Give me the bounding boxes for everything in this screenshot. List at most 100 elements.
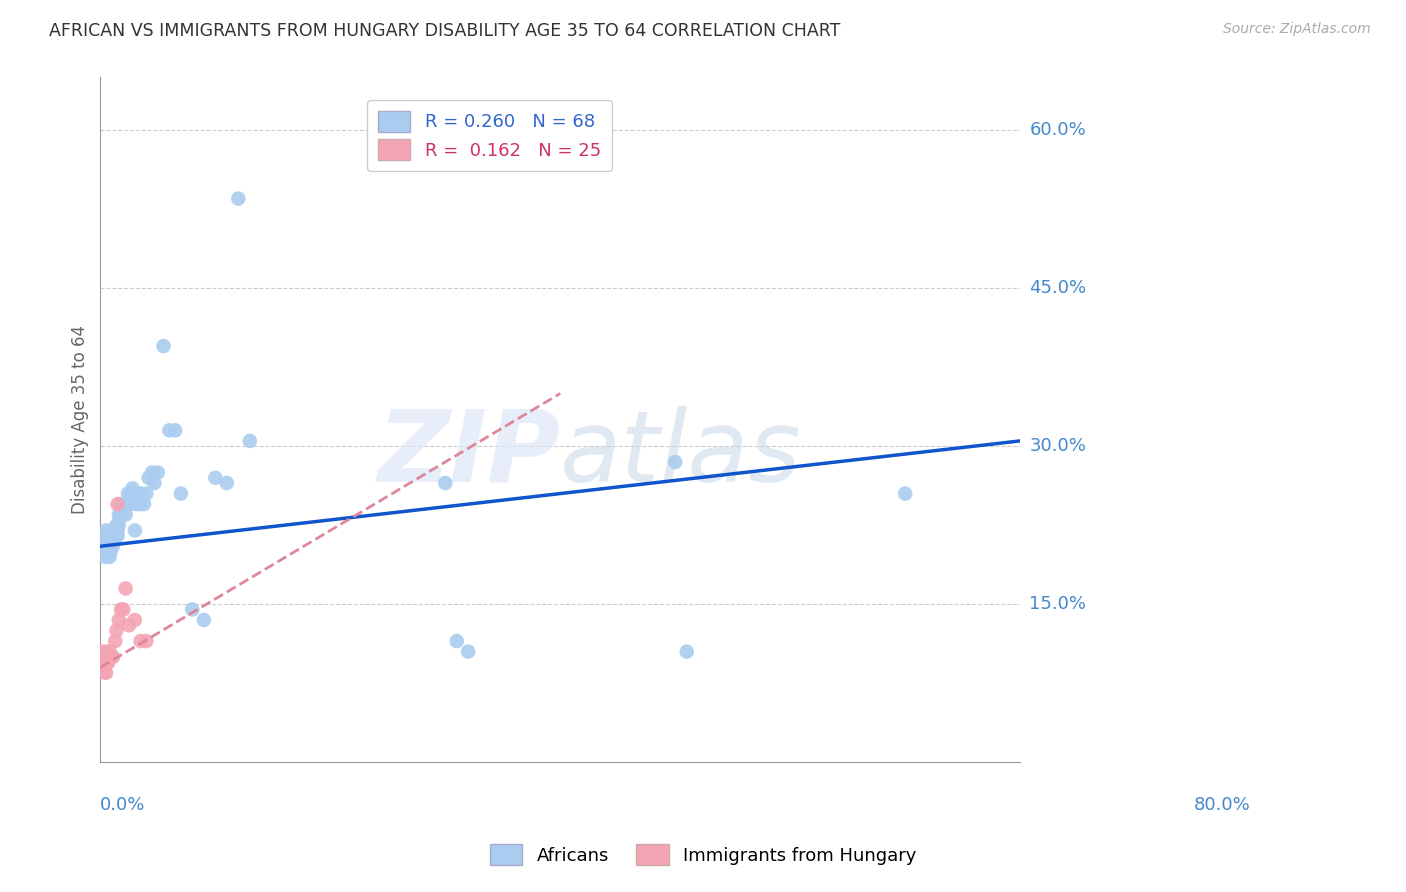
Text: 30.0%: 30.0% <box>1029 437 1087 455</box>
Point <box>107 524 129 538</box>
Point <box>96 529 118 543</box>
Point <box>94 665 117 680</box>
Point <box>101 529 124 543</box>
Point <box>446 634 468 648</box>
Point <box>114 582 136 596</box>
Point <box>112 497 135 511</box>
Point <box>91 644 114 658</box>
Point <box>103 533 125 548</box>
Point <box>104 634 127 648</box>
Legend: R = 0.260   N = 68, R =  0.162   N = 25: R = 0.260 N = 68, R = 0.162 N = 25 <box>367 100 612 170</box>
Point <box>101 524 124 538</box>
Point <box>664 455 686 469</box>
Point <box>105 529 128 543</box>
Point <box>894 486 917 500</box>
Point <box>457 644 479 658</box>
Point <box>128 497 150 511</box>
Point <box>101 533 124 548</box>
Point <box>111 508 134 522</box>
Point <box>105 624 128 638</box>
Point <box>101 539 124 553</box>
Point <box>114 508 136 522</box>
Point <box>97 655 120 669</box>
Point <box>97 533 120 548</box>
Point <box>135 634 157 648</box>
Point <box>228 192 250 206</box>
Point <box>97 544 120 558</box>
Point <box>108 497 131 511</box>
Point <box>93 539 115 553</box>
Point <box>96 539 118 553</box>
Text: 60.0%: 60.0% <box>1029 121 1085 139</box>
Point <box>129 486 152 500</box>
Point <box>94 665 117 680</box>
Point <box>157 423 180 437</box>
Point <box>94 549 117 564</box>
Point <box>100 529 122 543</box>
Point <box>94 649 117 664</box>
Point <box>146 466 169 480</box>
Point <box>107 529 129 543</box>
Point <box>215 476 238 491</box>
Point <box>115 497 138 511</box>
Point <box>101 649 124 664</box>
Point <box>135 486 157 500</box>
Point <box>93 655 115 669</box>
Point <box>98 533 121 548</box>
Point <box>94 524 117 538</box>
Point <box>127 491 149 506</box>
Text: 45.0%: 45.0% <box>1029 279 1087 297</box>
Point <box>181 602 204 616</box>
Point <box>94 655 117 669</box>
Point <box>141 466 163 480</box>
Point <box>98 644 121 658</box>
Text: 80.0%: 80.0% <box>1194 797 1250 814</box>
Point <box>96 655 118 669</box>
Point <box>120 497 142 511</box>
Point <box>103 524 125 538</box>
Point <box>100 649 122 664</box>
Point <box>104 524 127 538</box>
Point <box>112 602 135 616</box>
Point <box>239 434 262 448</box>
Point <box>110 508 132 522</box>
Point <box>120 491 142 506</box>
Point <box>152 339 174 353</box>
Point <box>98 549 121 564</box>
Point <box>132 497 155 511</box>
Point <box>101 649 124 664</box>
Point <box>107 508 129 522</box>
Point <box>129 634 152 648</box>
Point <box>118 618 141 632</box>
Text: 15.0%: 15.0% <box>1029 595 1087 613</box>
Point <box>107 497 129 511</box>
Point <box>94 533 117 548</box>
Point <box>105 518 128 533</box>
Point <box>107 613 129 627</box>
Point <box>131 491 153 506</box>
Point <box>124 613 146 627</box>
Point <box>118 491 141 506</box>
Point <box>434 476 457 491</box>
Point <box>124 524 146 538</box>
Point <box>204 471 226 485</box>
Y-axis label: Disability Age 35 to 64: Disability Age 35 to 64 <box>72 326 89 515</box>
Point <box>138 471 160 485</box>
Text: Source: ZipAtlas.com: Source: ZipAtlas.com <box>1223 22 1371 37</box>
Point <box>121 481 143 495</box>
Point <box>96 644 118 658</box>
Point <box>675 644 697 658</box>
Point <box>165 423 187 437</box>
Text: ZIP: ZIP <box>377 406 560 502</box>
Point <box>125 497 148 511</box>
Point <box>117 486 139 500</box>
Point <box>127 486 149 500</box>
Point <box>107 518 129 533</box>
Legend: Africans, Immigrants from Hungary: Africans, Immigrants from Hungary <box>482 837 924 872</box>
Point <box>143 476 166 491</box>
Point <box>114 502 136 516</box>
Text: 0.0%: 0.0% <box>100 797 146 814</box>
Point <box>122 486 145 500</box>
Point <box>100 544 122 558</box>
Text: AFRICAN VS IMMIGRANTS FROM HUNGARY DISABILITY AGE 35 TO 64 CORRELATION CHART: AFRICAN VS IMMIGRANTS FROM HUNGARY DISAB… <box>49 22 841 40</box>
